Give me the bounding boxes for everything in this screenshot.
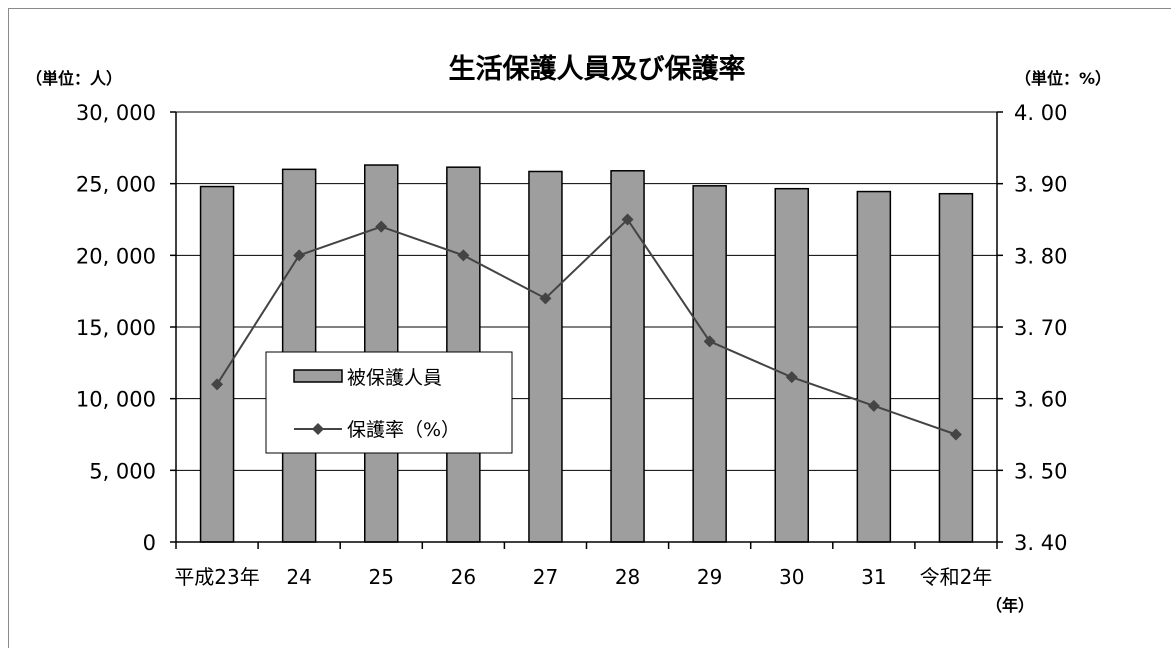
left-tick-label: 0 <box>143 531 156 555</box>
left-tick-label: 25, 000 <box>76 173 156 197</box>
right-tick-label: 3. 70 <box>1014 316 1067 340</box>
right-tick-label: 3. 50 <box>1014 459 1067 483</box>
bar <box>775 189 808 542</box>
x-tick-label: 24 <box>286 565 311 589</box>
legend: 被保護人員 保護率（%） <box>266 352 512 453</box>
x-axis-unit: （年） <box>986 596 1034 615</box>
right-axis-unit: （単位：%） <box>1015 69 1111 88</box>
right-tick-label: 3. 90 <box>1014 173 1067 197</box>
x-tick-label: 平成23年 <box>174 565 259 589</box>
x-tick-label: 25 <box>369 565 394 589</box>
right-tick-label: 3. 80 <box>1014 244 1067 268</box>
legend-line-label: 保護率（%） <box>347 419 460 441</box>
x-tick-label: 31 <box>861 565 886 589</box>
bar <box>529 171 562 542</box>
left-tick-label: 10, 000 <box>76 388 156 412</box>
x-tick-label: 27 <box>533 565 558 589</box>
bar <box>939 194 972 542</box>
x-tick-label: 29 <box>697 565 722 589</box>
right-tick-label: 3. 40 <box>1014 531 1067 555</box>
x-tick-label: 28 <box>615 565 640 589</box>
left-tick-label: 20, 000 <box>76 244 156 268</box>
left-tick-label: 5, 000 <box>89 459 156 483</box>
legend-bar-swatch <box>294 370 342 382</box>
bar <box>201 187 234 542</box>
bar <box>857 192 890 542</box>
left-tick-label: 15, 000 <box>76 316 156 340</box>
x-tick-label: 30 <box>779 565 804 589</box>
x-tick-label: 令和2年 <box>920 565 993 589</box>
right-tick-label: 4. 00 <box>1014 101 1067 125</box>
legend-bar-label: 被保護人員 <box>347 367 442 389</box>
x-tick-label: 26 <box>451 565 476 589</box>
chart-title: 生活保護人員及び保護率 <box>449 53 746 85</box>
bar <box>693 186 726 542</box>
left-axis-unit: （単位：人） <box>26 69 122 88</box>
bar <box>611 171 644 542</box>
left-tick-label: 30, 000 <box>76 101 156 125</box>
right-tick-label: 3. 60 <box>1014 388 1067 412</box>
